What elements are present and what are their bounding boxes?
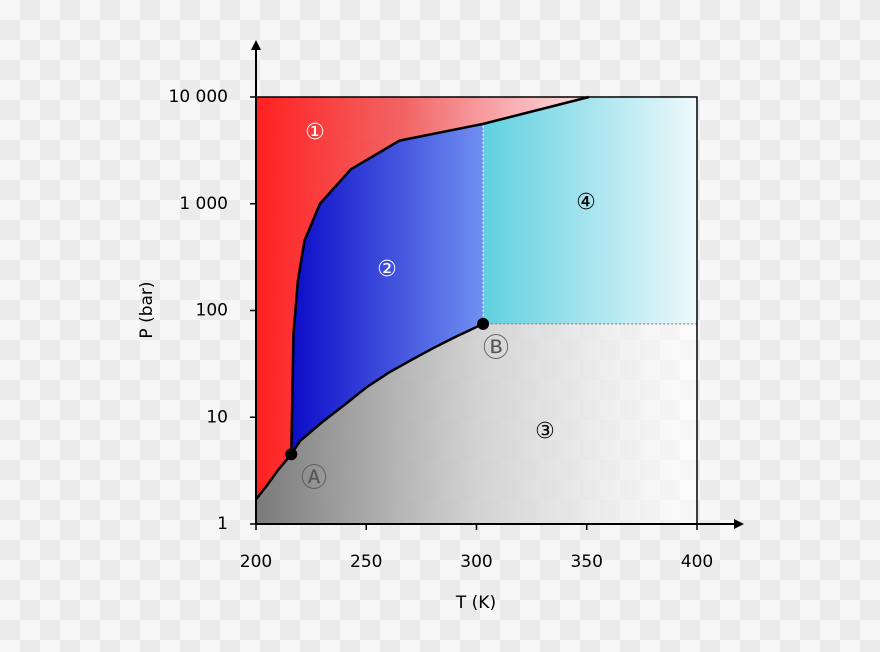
point-label: Ⓐ <box>301 464 327 494</box>
regions <box>256 97 697 524</box>
y-tick-label: 1 000 <box>179 194 228 214</box>
region-label: ① <box>305 120 325 145</box>
x-axis-label: T (K) <box>455 593 496 613</box>
region-label: ③ <box>535 419 555 444</box>
supercritical-region <box>483 97 697 324</box>
x-tick-label: 250 <box>350 552 382 572</box>
y-axis-label: P (bar) <box>137 281 157 338</box>
solid-region <box>256 97 589 500</box>
special-point <box>285 448 298 461</box>
x-tick-label: 350 <box>571 552 603 572</box>
special-point <box>477 317 490 330</box>
region-label: ② <box>377 257 397 282</box>
liquid-region <box>291 123 484 455</box>
y-tick-label: 100 <box>196 301 228 321</box>
x-tick-label: 300 <box>460 552 492 572</box>
y-tick-label: 1 <box>217 514 228 534</box>
y-tick-label: 10 <box>206 407 228 427</box>
x-tick-label: 400 <box>681 552 713 572</box>
phase-curve <box>255 453 293 501</box>
point-label: Ⓑ <box>483 334 509 364</box>
region-label: ④ <box>576 190 596 215</box>
y-tick-label: 10 000 <box>169 87 228 107</box>
phase-curve <box>290 322 484 455</box>
gas-region <box>256 323 697 524</box>
x-tick-label: 200 <box>240 552 272 572</box>
plot: 1 10 100 1 000 10 000 200 250 300 350 400 Ⓐ Ⓑ ① ② ③ ④ <box>169 40 744 572</box>
phase-curve <box>290 95 590 455</box>
